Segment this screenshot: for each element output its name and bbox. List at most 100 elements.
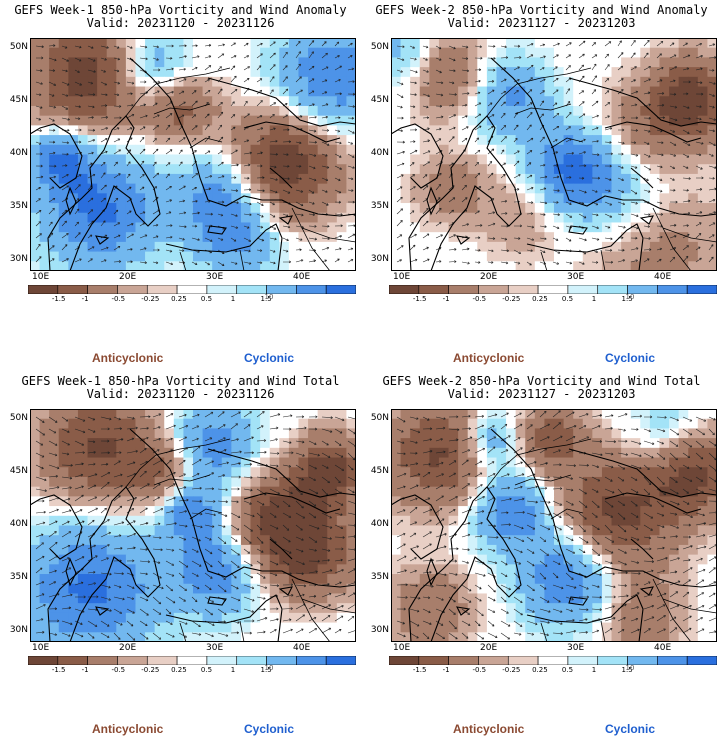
vorticity-cell — [630, 476, 641, 488]
latitude-label: 35N — [9, 572, 28, 582]
wind-vector — [474, 162, 479, 167]
vorticity-cell — [477, 496, 488, 507]
vorticity-cell — [534, 622, 546, 633]
vorticity-cell — [39, 47, 50, 59]
vorticity-cell — [116, 96, 127, 107]
vorticity-cell — [400, 467, 411, 478]
vorticity-cell — [58, 105, 69, 117]
vorticity-cell — [582, 76, 593, 88]
wind-vector — [61, 81, 70, 86]
vorticity-cell — [611, 428, 622, 439]
vorticity-cell — [308, 515, 319, 527]
wind-vector — [217, 488, 228, 492]
wind-vector — [217, 608, 227, 615]
wind-vector — [282, 628, 293, 634]
vorticity-cell — [419, 506, 430, 517]
vorticity-cell — [58, 428, 69, 439]
vorticity-cell — [116, 144, 127, 156]
vorticity-cell — [164, 241, 175, 253]
vorticity-cell — [410, 193, 421, 204]
vorticity-cell — [145, 447, 156, 459]
vorticity-cell — [554, 67, 565, 78]
wind-vector — [165, 620, 173, 625]
vorticity-cell — [496, 418, 507, 430]
vorticity-cell — [193, 506, 204, 517]
vorticity-cell — [298, 447, 309, 459]
vorticity-cell — [582, 203, 593, 214]
vorticity-cell — [678, 525, 689, 536]
vorticity-cell — [145, 173, 156, 185]
vorticity-cell — [688, 593, 699, 604]
vorticity-cell — [534, 457, 546, 468]
vorticity-cell — [298, 506, 309, 517]
vorticity-cell — [135, 574, 146, 585]
vorticity-cell — [630, 57, 641, 68]
vorticity-cell — [592, 574, 603, 585]
vorticity-cell — [611, 583, 622, 595]
wind-vector — [139, 495, 150, 502]
wind-vector — [87, 81, 94, 85]
wind-vector — [74, 428, 86, 434]
vorticity-cell — [145, 506, 156, 517]
wind-vector — [191, 548, 199, 553]
vorticity-cell — [391, 476, 402, 488]
vorticity-cell — [269, 486, 280, 497]
vorticity-cell — [506, 506, 517, 517]
vorticity-cell — [477, 457, 488, 468]
wind-vector — [643, 129, 651, 133]
vorticity-cell — [688, 173, 699, 185]
vorticity-cell — [707, 164, 717, 175]
vorticity-cell — [173, 467, 185, 478]
vorticity-cell — [582, 105, 593, 117]
vorticity-cell — [640, 135, 651, 146]
vorticity-cell — [458, 447, 469, 459]
wind-vector — [165, 249, 173, 253]
vorticity-cell — [135, 232, 146, 243]
vorticity-cell — [308, 632, 319, 642]
vorticity-cell — [30, 154, 41, 165]
vorticity-cell — [649, 164, 661, 175]
vorticity-cell — [429, 164, 440, 175]
wind-vector — [126, 437, 135, 442]
vorticity-cell — [438, 525, 450, 536]
vorticity-cell — [327, 438, 338, 449]
vorticity-cell — [400, 57, 411, 68]
wind-vector — [308, 90, 315, 95]
wind-vector — [256, 225, 264, 229]
vorticity-cell — [486, 125, 498, 136]
vorticity-cell — [327, 467, 338, 478]
vorticity-cell — [106, 261, 117, 271]
wind-vector — [708, 222, 716, 227]
vorticity-cell — [68, 457, 79, 468]
wind-vector — [165, 522, 177, 526]
vorticity-cell — [707, 222, 717, 233]
wind-vector — [321, 548, 331, 552]
vorticity-cell — [496, 222, 507, 233]
vorticity-cell — [260, 251, 271, 262]
vorticity-cell — [467, 612, 478, 624]
vorticity-cell — [448, 476, 459, 488]
vorticity-cell — [154, 125, 165, 136]
wind-vector — [126, 546, 136, 550]
vorticity-cell — [202, 38, 213, 49]
wind-vector — [126, 484, 135, 490]
vorticity-cell — [669, 135, 680, 146]
vorticity-cell — [164, 535, 175, 546]
wind-vector — [269, 560, 279, 566]
vorticity-cell — [250, 574, 261, 585]
vorticity-cell — [611, 574, 622, 585]
wind-vector — [461, 247, 470, 251]
vorticity-cell — [231, 476, 242, 488]
wind-vector — [656, 41, 664, 47]
vorticity-cell — [515, 438, 526, 449]
wind-vector — [321, 177, 329, 182]
wind-vector — [448, 472, 456, 478]
vorticity-cell — [410, 164, 421, 175]
wind-vector — [422, 150, 431, 155]
vorticity-cell — [183, 76, 194, 88]
vorticity-cell — [448, 515, 459, 527]
vorticity-cell — [39, 574, 50, 585]
vorticity-cell — [336, 409, 348, 420]
wind-vector — [48, 175, 57, 179]
vorticity-cell — [183, 486, 194, 497]
